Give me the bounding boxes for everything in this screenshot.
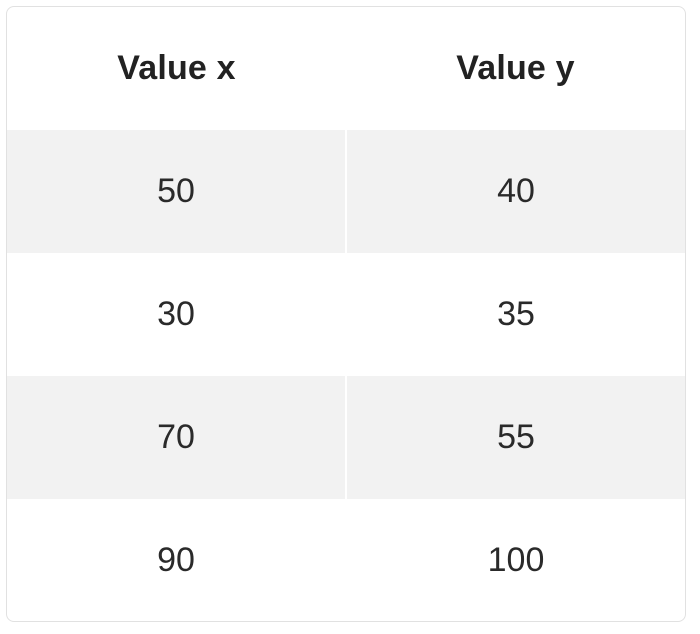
header-row: Value x Value y	[7, 7, 685, 130]
cell-value-x: 70	[7, 376, 347, 499]
table-row: 90 100	[7, 499, 685, 621]
cell-value-x: 50	[7, 130, 347, 253]
table-row: 50 40	[7, 130, 685, 253]
cell-value-y: 100	[487, 541, 545, 579]
table-row: 70 55	[7, 376, 685, 499]
cell-value-x: 90	[7, 499, 347, 621]
table-row: 30 35	[7, 253, 685, 376]
table-header: Value x Value y	[7, 7, 685, 130]
cell-value-y: 55	[346, 376, 685, 499]
data-table-card: Value x Value y 50 40 30 35 70 55 90 100	[6, 6, 686, 622]
column-header-value-x: Value x	[117, 49, 236, 87]
cell-value-y: 40	[346, 130, 685, 253]
data-table: Value x Value y 50 40 30 35 70 55 90 100	[7, 7, 685, 621]
cell-value-y: 35	[497, 295, 535, 333]
table-body: 50 40 30 35 70 55 90 100	[7, 130, 685, 621]
cell-value-x: 30	[7, 253, 347, 376]
column-header-value-y: Value y	[456, 49, 575, 87]
